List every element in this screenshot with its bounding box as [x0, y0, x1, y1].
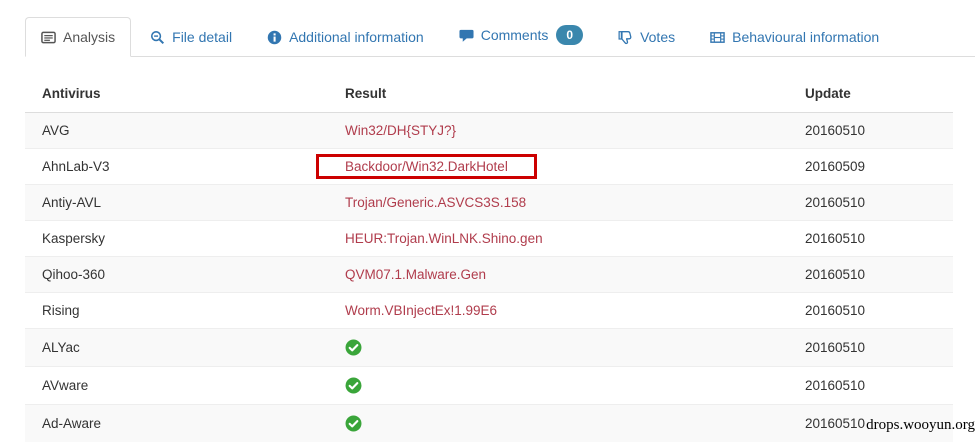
clean-check-icon — [345, 339, 780, 356]
table-row: Qihoo-360 QVM07.1.Malware.Gen 20160510 — [25, 257, 953, 293]
antivirus-name-cell: Qihoo-360 — [25, 257, 328, 293]
highlight-annotation-box: Backdoor/Win32.DarkHotel — [316, 154, 537, 179]
tab-bar: Analysis File detail Additional informat… — [25, 0, 975, 57]
tab-label: Behavioural information — [732, 29, 879, 45]
table-row: Rising Worm.VBInjectEx!1.99E6 20160510 — [25, 293, 953, 329]
result-link[interactable]: Worm.VBInjectEx!1.99E6 — [345, 303, 497, 318]
film-icon — [710, 30, 725, 45]
result-link[interactable]: HEUR:Trojan.WinLNK.Shino.gen — [345, 231, 543, 246]
table-row: Antiy-AVL Trojan/Generic.ASVCS3S.158 201… — [25, 185, 953, 221]
antivirus-name-cell: ALYac — [25, 329, 328, 367]
tab-votes[interactable]: Votes — [602, 17, 691, 57]
comments-count-badge: 0 — [556, 25, 583, 45]
antivirus-name-cell: Rising — [25, 293, 328, 329]
table-row: Kaspersky HEUR:Trojan.WinLNK.Shino.gen 2… — [25, 221, 953, 257]
comment-icon — [459, 28, 474, 43]
list-icon — [41, 30, 56, 45]
result-cell: Win32/DH{STYJ?} — [328, 113, 788, 149]
antivirus-name-cell: Kaspersky — [25, 221, 328, 257]
result-cell: QVM07.1.Malware.Gen — [328, 257, 788, 293]
update-date-cell: 20160510 — [788, 221, 953, 257]
tab-behavioural-information[interactable]: Behavioural information — [694, 17, 895, 57]
result-link[interactable]: QVM07.1.Malware.Gen — [345, 267, 486, 282]
tab-label: File detail — [172, 29, 232, 45]
antivirus-name-cell: AhnLab-V3 — [25, 149, 328, 185]
tab-label: Comments — [481, 27, 549, 43]
column-header-result: Result — [328, 76, 788, 113]
update-date-cell: 20160510 — [788, 293, 953, 329]
table-header-row: Antivirus Result Update — [25, 76, 953, 113]
update-date-cell: 20160510 — [788, 257, 953, 293]
zoom-icon — [150, 30, 165, 45]
table-row: AVG Win32/DH{STYJ?} 20160510 — [25, 113, 953, 149]
column-header-update: Update — [788, 76, 953, 113]
result-cell: HEUR:Trojan.WinLNK.Shino.gen — [328, 221, 788, 257]
result-cell — [328, 329, 788, 367]
update-date-cell: 20160509 — [788, 149, 953, 185]
update-date-cell: 20160510 — [788, 329, 953, 367]
update-date-cell: 20160510 — [788, 113, 953, 149]
result-link[interactable]: Win32/DH{STYJ?} — [345, 123, 456, 138]
clean-check-icon — [345, 415, 780, 432]
thumbs-down-icon — [618, 30, 633, 45]
update-date-cell: 20160510 — [788, 367, 953, 405]
result-link[interactable]: Trojan/Generic.ASVCS3S.158 — [345, 195, 526, 210]
table-row: AVware 20160510 — [25, 367, 953, 405]
tab-label: Additional information — [289, 29, 424, 45]
tab-additional-information[interactable]: Additional information — [251, 17, 440, 57]
tab-analysis[interactable]: Analysis — [25, 17, 131, 57]
antivirus-name-cell: AVware — [25, 367, 328, 405]
tab-file-detail[interactable]: File detail — [134, 17, 248, 57]
antivirus-name-cell: Antiy-AVL — [25, 185, 328, 221]
result-cell: Worm.VBInjectEx!1.99E6 — [328, 293, 788, 329]
results-table-body: AVG Win32/DH{STYJ?} 20160510 AhnLab-V3 B… — [25, 113, 953, 442]
column-header-antivirus: Antivirus — [25, 76, 328, 113]
antivirus-name-cell: AVG — [25, 113, 328, 149]
antivirus-name-cell: Ad-Aware — [25, 405, 328, 442]
result-cell: Backdoor/Win32.DarkHotel — [328, 149, 788, 185]
result-link[interactable]: Backdoor/Win32.DarkHotel — [345, 159, 508, 174]
result-cell: Trojan/Generic.ASVCS3S.158 — [328, 185, 788, 221]
result-cell — [328, 367, 788, 405]
watermark: drops.wooyun.org — [866, 417, 975, 434]
update-date-cell: 20160510 — [788, 185, 953, 221]
table-row: Ad-Aware 20160510 — [25, 405, 953, 442]
tab-label: Analysis — [63, 29, 115, 45]
table-row: ALYac 20160510 — [25, 329, 953, 367]
tab-comments[interactable]: Comments 0 — [443, 13, 599, 57]
antivirus-results-table: Antivirus Result Update AVG Win32/DH{STY… — [25, 76, 953, 442]
table-row: AhnLab-V3 Backdoor/Win32.DarkHotel 20160… — [25, 149, 953, 185]
info-icon — [267, 30, 282, 45]
result-cell — [328, 405, 788, 442]
tab-label: Votes — [640, 29, 675, 45]
clean-check-icon — [345, 377, 780, 394]
